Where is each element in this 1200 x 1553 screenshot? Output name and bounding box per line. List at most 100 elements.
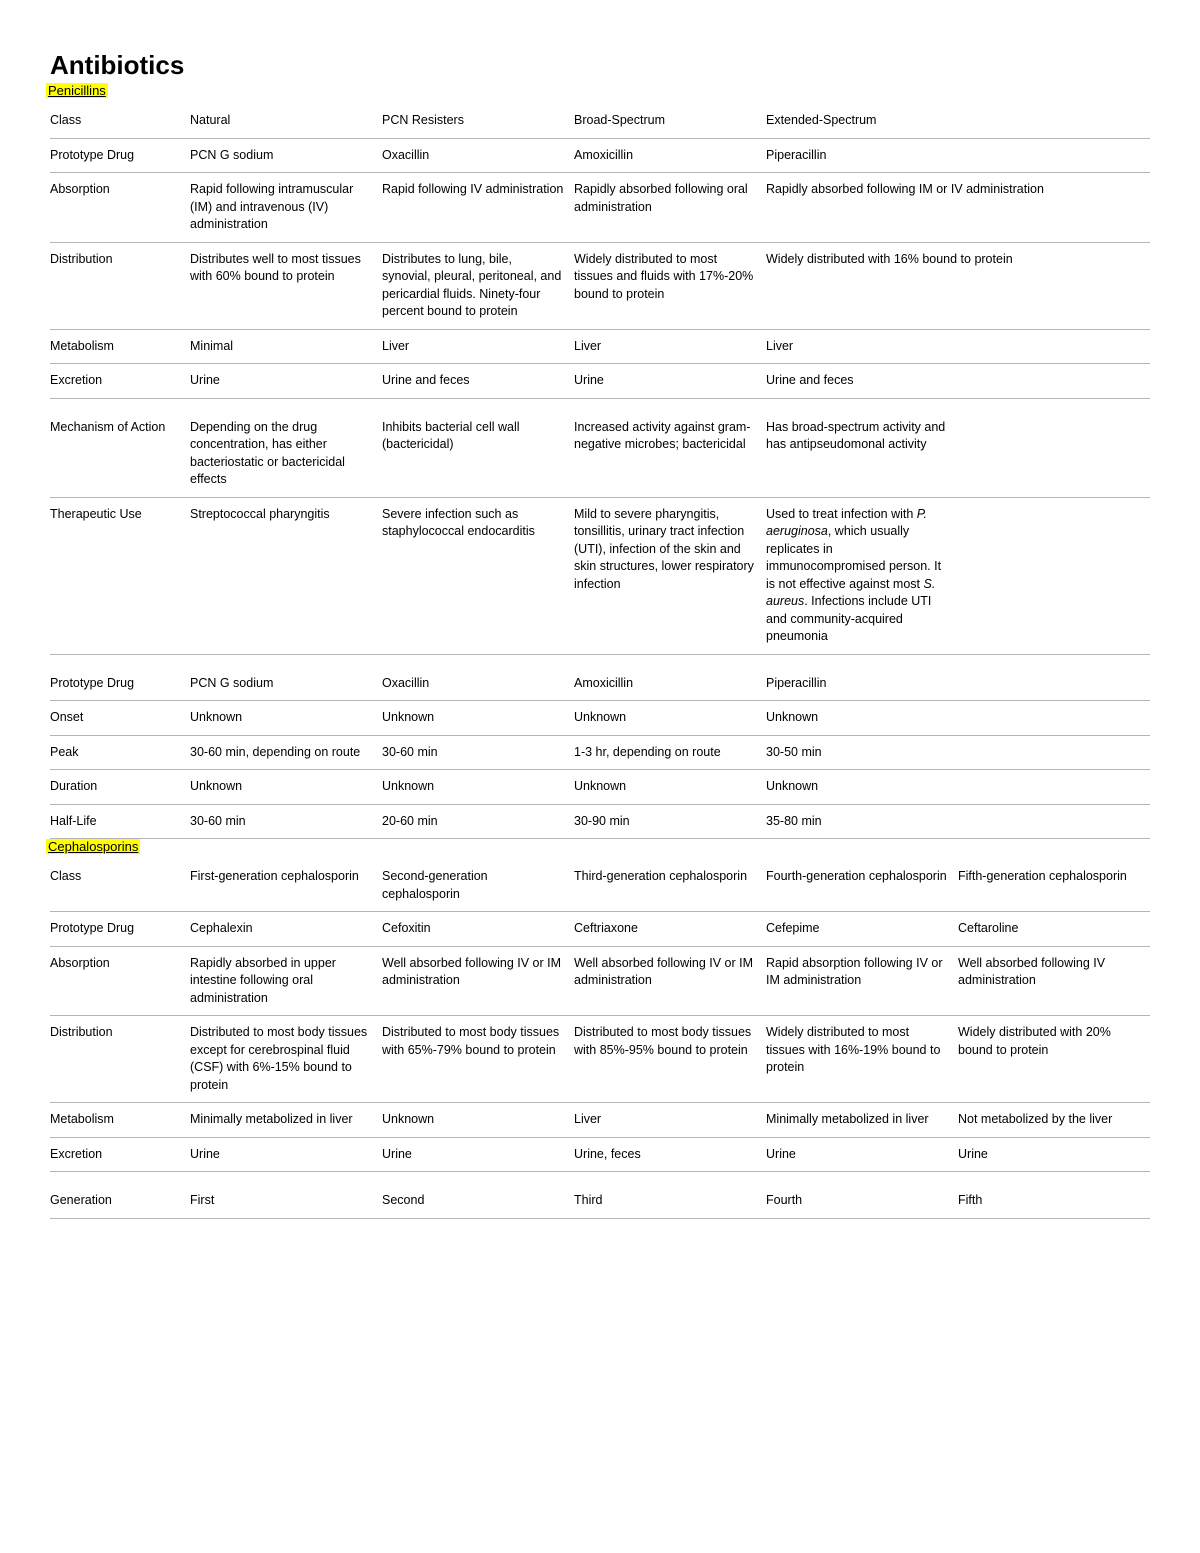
cell: Fifth bbox=[958, 1172, 1150, 1219]
table-row: AbsorptionRapid following intramuscular … bbox=[50, 173, 1150, 243]
cell: Has broad-spectrum activity and has anti… bbox=[766, 398, 958, 497]
cell: Rapid following intramuscular (IM) and i… bbox=[190, 173, 382, 243]
cell: Rapid absorption following IV or IM admi… bbox=[766, 946, 958, 1016]
cell: Liver bbox=[382, 329, 574, 364]
row-label: Onset bbox=[50, 701, 190, 736]
cell: Cefepime bbox=[766, 912, 958, 947]
cell: PCN G sodium bbox=[190, 138, 382, 173]
cell: PCN G sodium bbox=[190, 654, 382, 701]
cell: Unknown bbox=[382, 1103, 574, 1138]
cell: Urine and feces bbox=[382, 364, 574, 399]
cell: Ceftriaxone bbox=[574, 912, 766, 947]
cell: Rapidly absorbed in upper intestine foll… bbox=[190, 946, 382, 1016]
row-label: Prototype Drug bbox=[50, 654, 190, 701]
row-label: Peak bbox=[50, 735, 190, 770]
cell: Piperacillin bbox=[766, 654, 958, 701]
data-table: ClassNaturalPCN ResistersBroad-SpectrumE… bbox=[50, 104, 1150, 839]
cell: Rapidly absorbed following oral administ… bbox=[574, 173, 766, 243]
cell: Rapidly absorbed following IM or IV admi… bbox=[766, 173, 1150, 243]
row-label: Excretion bbox=[50, 364, 190, 399]
cell: 30-60 min, depending on route bbox=[190, 735, 382, 770]
table-row: Peak30-60 min, depending on route30-60 m… bbox=[50, 735, 1150, 770]
page-title: Antibiotics bbox=[50, 50, 1150, 81]
cell: Cephalexin bbox=[190, 912, 382, 947]
cell: Ceftaroline bbox=[958, 912, 1150, 947]
row-label: Mechanism of Action bbox=[50, 398, 190, 497]
cell: Severe infection such as staphylococcal … bbox=[382, 497, 574, 654]
cell: Unknown bbox=[382, 770, 574, 805]
row-label: Metabolism bbox=[50, 329, 190, 364]
table-row: Mechanism of ActionDepending on the drug… bbox=[50, 398, 1150, 497]
row-label: Prototype Drug bbox=[50, 138, 190, 173]
cell: Second-generation cephalosporin bbox=[382, 860, 574, 912]
cell: 30-50 min bbox=[766, 735, 958, 770]
cell: Rapid following IV administration bbox=[382, 173, 574, 243]
cell: Well absorbed following IV administratio… bbox=[958, 946, 1150, 1016]
table-row: OnsetUnknownUnknownUnknownUnknown bbox=[50, 701, 1150, 736]
row-label: Excretion bbox=[50, 1137, 190, 1172]
cell: Unknown bbox=[574, 701, 766, 736]
cell: Distributed to most body tissues except … bbox=[190, 1016, 382, 1103]
cell: Increased activity against gram-negative… bbox=[574, 398, 766, 497]
table-row: DistributionDistributed to most body tis… bbox=[50, 1016, 1150, 1103]
cell: 35-80 min bbox=[766, 804, 958, 839]
cell: Minimally metabolized in liver bbox=[766, 1103, 958, 1138]
table-row: DistributionDistributes well to most tis… bbox=[50, 242, 1150, 329]
cell: Cefoxitin bbox=[382, 912, 574, 947]
cell: Distributes well to most tissues with 60… bbox=[190, 242, 382, 329]
cell: Urine bbox=[382, 1137, 574, 1172]
table-row: DurationUnknownUnknownUnknownUnknown bbox=[50, 770, 1150, 805]
data-table: ClassFirst-generation cephalosporinSecon… bbox=[50, 860, 1150, 1219]
cell: Liver bbox=[574, 329, 766, 364]
cell: Extended-Spectrum bbox=[766, 104, 1150, 138]
table-row: Prototype DrugPCN G sodiumOxacillinAmoxi… bbox=[50, 654, 1150, 701]
cell: Distributed to most body tissues with 65… bbox=[382, 1016, 574, 1103]
cell: Amoxicillin bbox=[574, 654, 766, 701]
cell: Unknown bbox=[382, 701, 574, 736]
cell: Well absorbed following IV or IM adminis… bbox=[574, 946, 766, 1016]
table-row: GenerationFirstSecondThirdFourthFifth bbox=[50, 1172, 1150, 1219]
cell: Unknown bbox=[574, 770, 766, 805]
cell: 1-3 hr, depending on route bbox=[574, 735, 766, 770]
row-label: Generation bbox=[50, 1172, 190, 1219]
row-label: Distribution bbox=[50, 242, 190, 329]
cell: Broad-Spectrum bbox=[574, 104, 766, 138]
cell: Unknown bbox=[766, 770, 958, 805]
cell: PCN Resisters bbox=[382, 104, 574, 138]
table-row: ExcretionUrineUrineUrine, fecesUrineUrin… bbox=[50, 1137, 1150, 1172]
cell: Widely distributed to most tissues with … bbox=[766, 1016, 958, 1103]
cell: Streptococcal pharyngitis bbox=[190, 497, 382, 654]
cell: 20-60 min bbox=[382, 804, 574, 839]
row-label: Distribution bbox=[50, 1016, 190, 1103]
cell: Liver bbox=[574, 1103, 766, 1138]
table-row: ClassFirst-generation cephalosporinSecon… bbox=[50, 860, 1150, 912]
section-label: Cephalosporins bbox=[46, 839, 140, 854]
cell: Third bbox=[574, 1172, 766, 1219]
cell: Used to treat infection with P. aerugino… bbox=[766, 497, 958, 654]
row-label: Prototype Drug bbox=[50, 912, 190, 947]
cell: Widely distributed with 16% bound to pro… bbox=[766, 242, 1150, 329]
cell: Not metabolized by the liver bbox=[958, 1103, 1150, 1138]
cell: Urine bbox=[958, 1137, 1150, 1172]
row-label: Class bbox=[50, 860, 190, 912]
cell: Fourth bbox=[766, 1172, 958, 1219]
table-row: ExcretionUrineUrine and fecesUrineUrine … bbox=[50, 364, 1150, 399]
content: PenicillinsClassNaturalPCN ResistersBroa… bbox=[50, 83, 1150, 1219]
cell: Minimal bbox=[190, 329, 382, 364]
section-label: Penicillins bbox=[46, 83, 108, 98]
cell: First bbox=[190, 1172, 382, 1219]
table-row: MetabolismMinimally metabolized in liver… bbox=[50, 1103, 1150, 1138]
row-label: Absorption bbox=[50, 946, 190, 1016]
cell: Mild to severe pharyngitis, tonsillitis,… bbox=[574, 497, 766, 654]
cell: Oxacillin bbox=[382, 138, 574, 173]
table-row: Prototype DrugPCN G sodiumOxacillinAmoxi… bbox=[50, 138, 1150, 173]
cell: First-generation cephalosporin bbox=[190, 860, 382, 912]
row-label: Duration bbox=[50, 770, 190, 805]
cell: Unknown bbox=[190, 701, 382, 736]
row-label: Half-Life bbox=[50, 804, 190, 839]
table-row: Prototype DrugCephalexinCefoxitinCeftria… bbox=[50, 912, 1150, 947]
cell: 30-60 min bbox=[382, 735, 574, 770]
cell: Widely distributed with 20% bound to pro… bbox=[958, 1016, 1150, 1103]
cell: Third-generation cephalosporin bbox=[574, 860, 766, 912]
table-row: AbsorptionRapidly absorbed in upper inte… bbox=[50, 946, 1150, 1016]
